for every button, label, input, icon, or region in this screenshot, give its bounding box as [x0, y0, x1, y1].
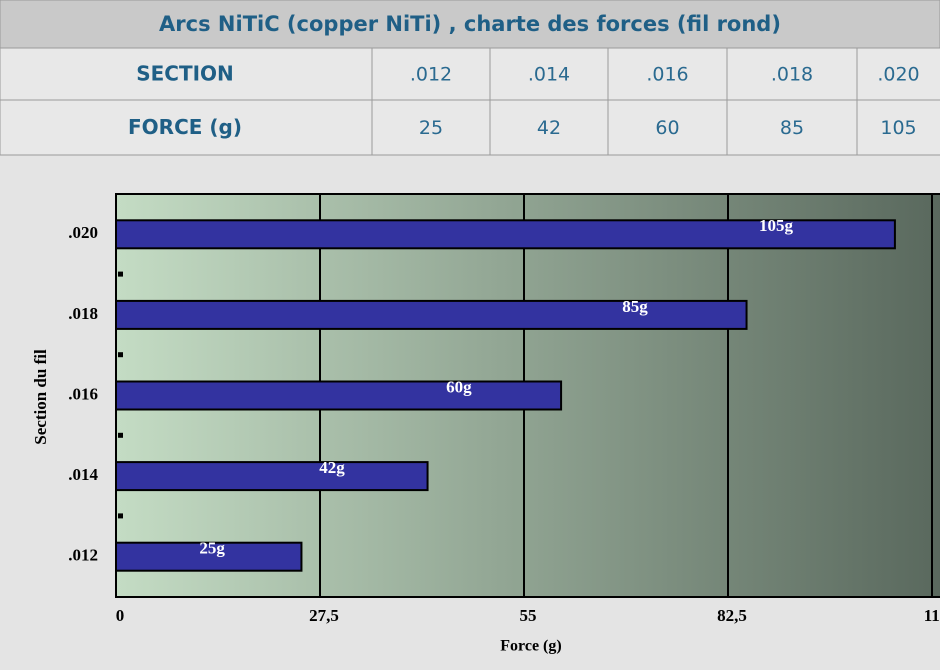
table-cell [371, 99, 491, 156]
bar [115, 541, 303, 572]
y-tick [118, 513, 123, 519]
table-cell [607, 99, 728, 156]
table-cell [726, 99, 858, 156]
bar [115, 299, 748, 330]
title-row [0, 0, 940, 49]
x-tick-label: 110 [924, 606, 940, 625]
y-tick-label: .012 [68, 546, 98, 565]
x-tick-label: 0 [116, 606, 125, 625]
y-tick-label: .018 [68, 304, 98, 323]
y-tick [118, 271, 123, 277]
cell-text: .018 [771, 64, 813, 86]
value-label: 85g [622, 297, 648, 316]
x-tick-label: 27,5 [309, 606, 339, 625]
bar [115, 219, 896, 250]
cell-text: .016 [646, 64, 688, 86]
table-cell [856, 99, 940, 156]
y-tick-label: .014 [68, 465, 98, 484]
value-label: 105g [759, 216, 794, 235]
cell-text: 60 [655, 117, 679, 139]
table-cell [607, 47, 728, 101]
row-header: FORCE (g) [128, 115, 242, 139]
x-axis-title: Force (g) [500, 638, 561, 655]
row-header: SECTION [136, 62, 234, 86]
cell-text: 42 [537, 117, 561, 139]
value-label: 25g [199, 539, 225, 558]
x-tick-label: 55 [520, 606, 537, 625]
y-tick-label: .020 [68, 223, 98, 242]
cell-text: 25 [419, 117, 443, 139]
cell-text: 105 [880, 117, 916, 139]
bar [115, 380, 563, 411]
cell-text: 85 [780, 117, 804, 139]
table-cell [0, 99, 373, 156]
x-tick-label: 82,5 [717, 606, 747, 625]
cell-text: .020 [877, 64, 919, 86]
table-title: Arcs NiTiC (copper NiTi) , charte des fo… [159, 12, 781, 36]
y-tick-label: .016 [68, 384, 98, 403]
table-cell [856, 47, 940, 101]
y-tick [118, 352, 123, 358]
value-label: 42g [319, 458, 345, 477]
y-tick [118, 432, 123, 438]
cell-text: .014 [528, 64, 570, 86]
table-cell [489, 99, 609, 156]
bar [115, 461, 429, 492]
cell-text: .012 [410, 64, 452, 86]
value-label: 60g [446, 377, 472, 396]
y-axis-title: Section du fil [31, 349, 50, 445]
table-cell [726, 47, 858, 101]
